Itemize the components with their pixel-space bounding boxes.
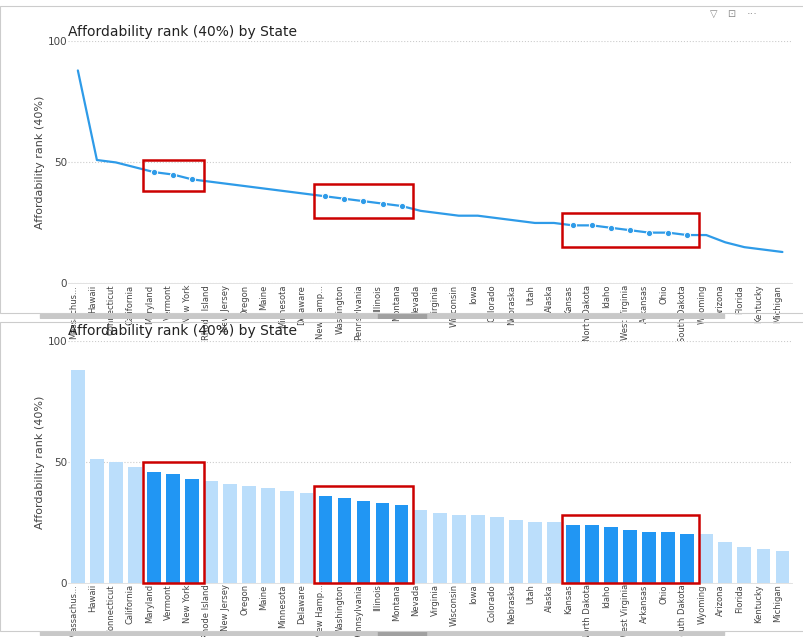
Bar [585,525,598,583]
Bar [432,513,446,583]
Bar [357,501,370,583]
Bar [142,462,203,583]
Bar [414,510,427,583]
Text: ▽: ▽ [709,9,717,19]
Bar [300,493,313,583]
Bar [661,532,675,583]
Bar [204,481,218,583]
Bar [377,313,426,318]
Bar [471,515,484,583]
Bar [699,534,712,583]
Bar [142,160,203,192]
Bar [642,532,655,583]
Bar [166,474,180,583]
Y-axis label: Affordability rank (40%): Affordability rank (40%) [35,395,44,529]
Bar [394,505,408,583]
Bar [546,522,560,583]
Bar [314,486,413,583]
Bar [565,525,579,583]
Bar [756,549,769,583]
Bar [40,313,723,318]
Bar [718,541,732,583]
Bar [736,547,750,583]
Bar [109,462,123,583]
X-axis label: State: State [413,346,446,359]
Text: Affordability rank (40%) by State: Affordability rank (40%) by State [68,324,297,338]
Bar [451,515,465,583]
Bar [560,515,698,583]
Bar [128,467,141,583]
Bar [560,213,698,247]
Bar [90,459,104,583]
Bar [318,496,332,583]
Bar [377,631,426,636]
Bar [223,483,237,583]
Bar [679,534,693,583]
Text: Affordability rank (40%) by State: Affordability rank (40%) by State [68,25,297,39]
Bar [185,479,198,583]
Y-axis label: Affordability rank (40%): Affordability rank (40%) [35,96,44,229]
Bar [147,471,161,583]
Bar [261,489,275,583]
Bar [622,529,636,583]
Bar [40,631,723,636]
Bar [280,491,294,583]
Bar [603,527,618,583]
Bar [508,520,522,583]
Bar [375,503,389,583]
Bar [71,370,84,583]
Text: ···: ··· [745,9,756,19]
Bar [314,184,413,218]
Bar [775,552,789,583]
Bar [337,498,351,583]
Bar [489,517,503,583]
Bar [528,522,541,583]
Text: ⊡: ⊡ [727,9,735,19]
Bar [242,486,256,583]
